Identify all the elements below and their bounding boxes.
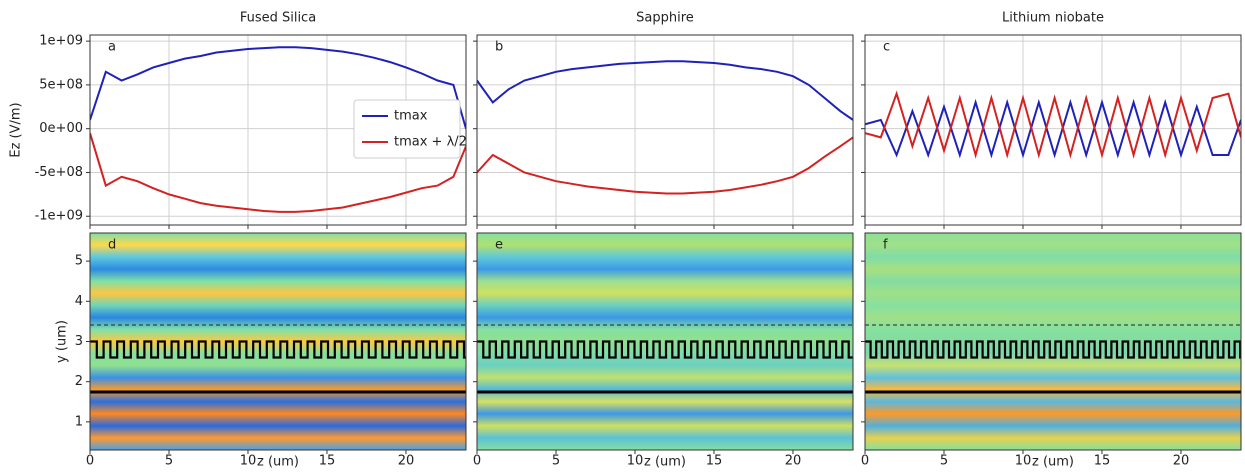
x-tick-label: 0 (473, 454, 481, 469)
series-line (90, 46, 466, 129)
panel-title: Lithium niobate (1002, 11, 1104, 26)
panel-letter: a (108, 40, 116, 55)
plot-frame (476, 34, 854, 226)
legend-label: tmax + λ/2 (394, 135, 467, 150)
plot-frame (89, 34, 467, 226)
x-axis-label: z (um) (257, 455, 299, 469)
x-tick-label: 20 (1173, 454, 1190, 469)
series-line (477, 60, 853, 121)
x-tick-label: 10 (627, 454, 644, 469)
y-axis-label: y (um) (55, 320, 70, 363)
x-tick-label: 0 (861, 454, 869, 469)
panel-letter: b (495, 40, 503, 55)
grating-profile (477, 340, 853, 359)
x-tick-label: 10 (240, 454, 257, 469)
plot-frame (864, 34, 1242, 226)
series-line (477, 136, 853, 195)
y-tick-label: 2 (75, 374, 83, 389)
x-tick-label: 15 (319, 454, 336, 469)
y-axis-label: Ez (V/m) (9, 102, 24, 157)
y-tick-label: 5 (75, 254, 83, 269)
panel-title: Fused Silica (240, 11, 316, 26)
series-line (90, 132, 466, 213)
panel-letter: e (495, 238, 503, 253)
panel-letter: f (883, 238, 888, 253)
y-tick-label: 1 (75, 414, 83, 429)
series-line (865, 90, 1241, 159)
grating-profile (90, 340, 466, 359)
y-tick-label: 1e+09 (39, 34, 83, 49)
x-tick-label: 15 (706, 454, 723, 469)
y-tick-label: 3 (75, 334, 83, 349)
x-tick-label: 5 (552, 454, 560, 469)
legend-box (353, 99, 461, 159)
panel-title: Sapphire (636, 11, 694, 26)
legend-label: tmax (394, 109, 428, 124)
x-tick-label: 10 (1015, 454, 1032, 469)
x-axis-label: z (um) (1032, 455, 1074, 469)
x-tick-label: 5 (165, 454, 173, 469)
panel-letter: d (108, 238, 116, 253)
x-tick-label: 20 (785, 454, 802, 469)
y-tick-label: 5e+08 (39, 77, 83, 92)
y-tick-label: 4 (75, 294, 83, 309)
y-tick-label: 0e+00 (39, 121, 83, 136)
plot-area (865, 35, 1241, 225)
x-tick-label: 5 (940, 454, 948, 469)
y-tick-label: -5e+08 (35, 165, 83, 180)
x-axis-label: z (um) (644, 455, 686, 469)
plot-area (477, 35, 853, 225)
panel-letter: c (883, 40, 890, 55)
x-tick-label: 20 (398, 454, 415, 469)
x-tick-label: 0 (86, 454, 94, 469)
x-tick-label: 15 (1094, 454, 1111, 469)
grating-profile (865, 340, 1242, 359)
y-tick-label: -1e+09 (35, 209, 83, 224)
series-line (865, 98, 1241, 159)
